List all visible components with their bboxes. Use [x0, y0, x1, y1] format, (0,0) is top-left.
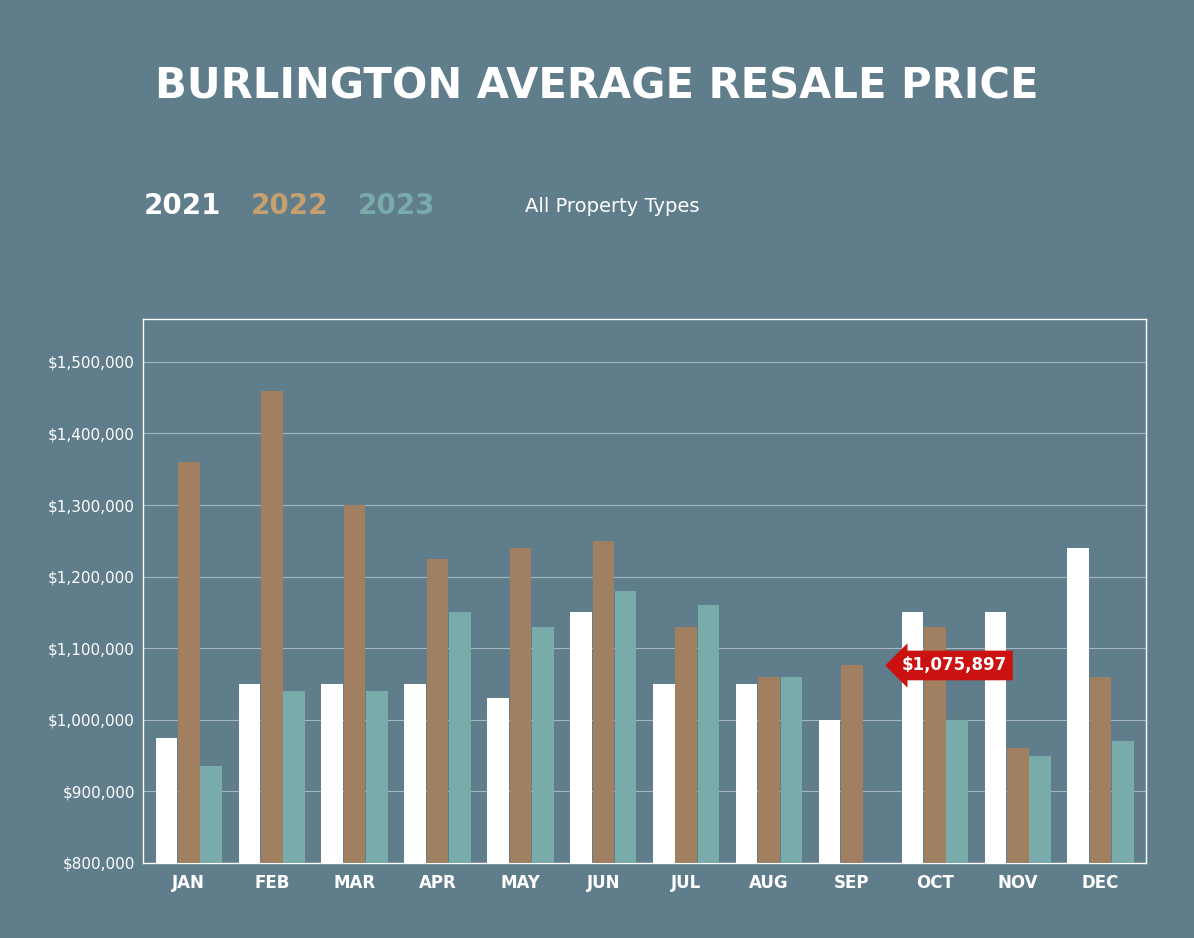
Bar: [405, 684, 426, 938]
Text: 2022: 2022: [251, 192, 328, 220]
Bar: [449, 613, 470, 938]
Bar: [201, 766, 222, 938]
Bar: [781, 677, 802, 938]
Bar: [367, 691, 388, 938]
Text: 2023: 2023: [358, 192, 436, 220]
Bar: [1007, 749, 1028, 938]
Bar: [676, 627, 697, 938]
Text: All Property Types: All Property Types: [525, 197, 700, 216]
Bar: [426, 559, 448, 938]
Bar: [697, 605, 719, 938]
Text: $1,075,897: $1,075,897: [901, 657, 1007, 674]
Bar: [321, 684, 343, 938]
Bar: [344, 505, 365, 938]
Bar: [261, 390, 283, 938]
Bar: [571, 613, 592, 938]
Bar: [985, 613, 1007, 938]
Bar: [924, 627, 946, 938]
Bar: [1029, 756, 1051, 938]
Bar: [533, 627, 554, 938]
Bar: [1113, 741, 1134, 938]
Bar: [758, 677, 780, 938]
Bar: [1090, 677, 1112, 938]
Bar: [947, 719, 968, 938]
Bar: [819, 719, 841, 938]
Bar: [592, 541, 614, 938]
Bar: [155, 737, 177, 938]
Bar: [239, 684, 260, 938]
Bar: [842, 665, 863, 938]
Bar: [736, 684, 757, 938]
Bar: [283, 691, 304, 938]
Bar: [510, 548, 531, 938]
Bar: [1067, 548, 1089, 938]
Bar: [487, 698, 509, 938]
Bar: [615, 591, 636, 938]
Text: BURLINGTON AVERAGE RESALE PRICE: BURLINGTON AVERAGE RESALE PRICE: [155, 66, 1039, 108]
Text: 2021: 2021: [143, 192, 221, 220]
Bar: [178, 462, 199, 938]
Bar: [653, 684, 675, 938]
Bar: [901, 613, 923, 938]
